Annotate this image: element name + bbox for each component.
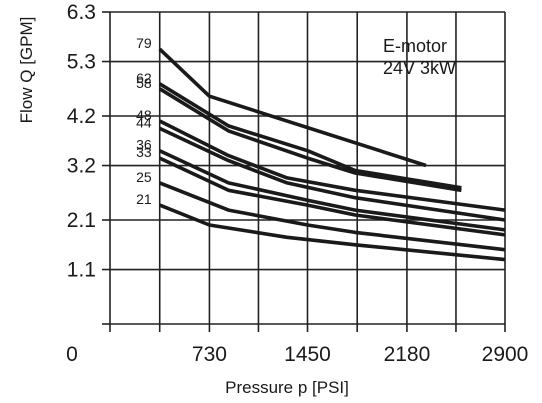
series-line-44 bbox=[158, 126, 506, 222]
axes: 6.3 5.3 4.2 3.2 2.1 1.1 0 730 1450 2180 2900 bbox=[66, 1, 528, 366]
series-line-48 bbox=[158, 119, 506, 212]
series-label-44: 44 bbox=[136, 114, 152, 130]
series-label-58: 58 bbox=[136, 75, 152, 91]
annotation-line-2: 24V 3kW bbox=[383, 58, 456, 78]
series-label-25: 25 bbox=[136, 169, 152, 185]
series-label-36: 36 bbox=[136, 137, 152, 153]
series-line-79 bbox=[158, 47, 427, 168]
y-tick-label: 5.3 bbox=[67, 51, 96, 74]
series-label-21: 21 bbox=[136, 191, 152, 207]
y-tick-label: 2.1 bbox=[67, 209, 96, 232]
series-label-62: 62 bbox=[136, 70, 152, 86]
series-line-25 bbox=[159, 181, 506, 252]
x-tick-label: 0 bbox=[66, 343, 78, 366]
y-axis-title: Flow Q [GPM] bbox=[17, 17, 36, 124]
grid bbox=[110, 11, 506, 324]
x-tick-label: 2900 bbox=[482, 343, 529, 366]
series-line-33 bbox=[158, 156, 506, 237]
series-lines bbox=[158, 47, 506, 262]
series-label-79: 79 bbox=[136, 35, 152, 51]
y-tick-label: 3.2 bbox=[67, 155, 96, 178]
series-line-58 bbox=[158, 87, 462, 193]
x-axis-title: Pressure p [PSI] bbox=[225, 378, 349, 397]
y-tick-label: 4.2 bbox=[67, 105, 96, 128]
series-label-48: 48 bbox=[136, 107, 152, 123]
y-tick-label: 6.3 bbox=[67, 1, 96, 24]
annotation-line-1: E-motor bbox=[383, 36, 447, 56]
x-tick-label: 2180 bbox=[384, 343, 431, 366]
series-line-36 bbox=[158, 149, 506, 232]
x-tick-label: 730 bbox=[192, 343, 227, 366]
x-tick-label: 1450 bbox=[284, 343, 331, 366]
series-line-21 bbox=[159, 203, 506, 262]
series-line-62 bbox=[158, 82, 462, 190]
series-label-33: 33 bbox=[136, 144, 152, 160]
y-tick-label: 1.1 bbox=[67, 259, 96, 282]
